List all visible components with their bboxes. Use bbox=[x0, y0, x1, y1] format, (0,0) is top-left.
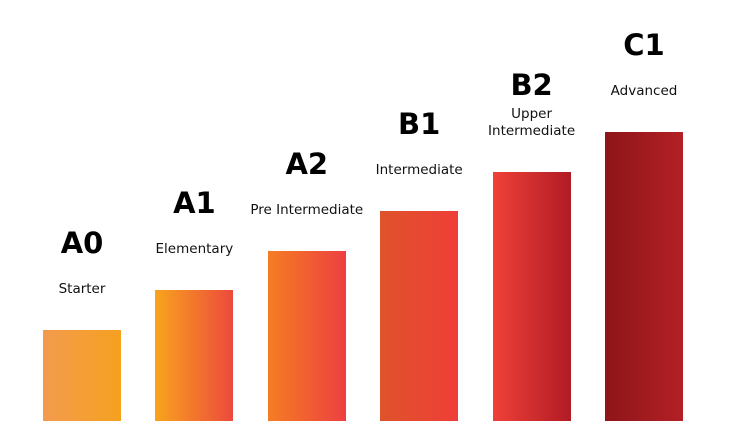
level-bar bbox=[43, 330, 121, 421]
level-name: Intermediate bbox=[375, 162, 463, 179]
level-code: A0 bbox=[60, 226, 104, 260]
level-code: B1 bbox=[398, 107, 441, 142]
level: B1 Intermediate bbox=[376, 0, 463, 421]
level-bar bbox=[155, 290, 234, 421]
level-name: Pre Intermediate bbox=[250, 201, 364, 218]
level-code: B2 bbox=[510, 67, 553, 102]
level: C1 Advanced bbox=[605, 0, 683, 421]
level-name: Advanced bbox=[610, 83, 678, 99]
level-bar bbox=[492, 171, 571, 421]
level: A0 Starter bbox=[43, 0, 121, 421]
level-code: A1 bbox=[173, 186, 216, 221]
level-code: C1 bbox=[623, 28, 665, 62]
level-name: Upper Intermediate bbox=[488, 105, 576, 139]
level-bar bbox=[605, 132, 683, 421]
level: B2 Upper Intermediate bbox=[488, 0, 575, 421]
level-bar bbox=[267, 250, 346, 421]
level-bar bbox=[380, 211, 459, 421]
level: A1 Elementary bbox=[155, 0, 234, 421]
level-name: Elementary bbox=[155, 241, 234, 258]
level-name: Starter bbox=[58, 281, 106, 297]
level: A2 Pre Intermediate bbox=[250, 0, 363, 421]
level-code: A2 bbox=[285, 146, 329, 181]
